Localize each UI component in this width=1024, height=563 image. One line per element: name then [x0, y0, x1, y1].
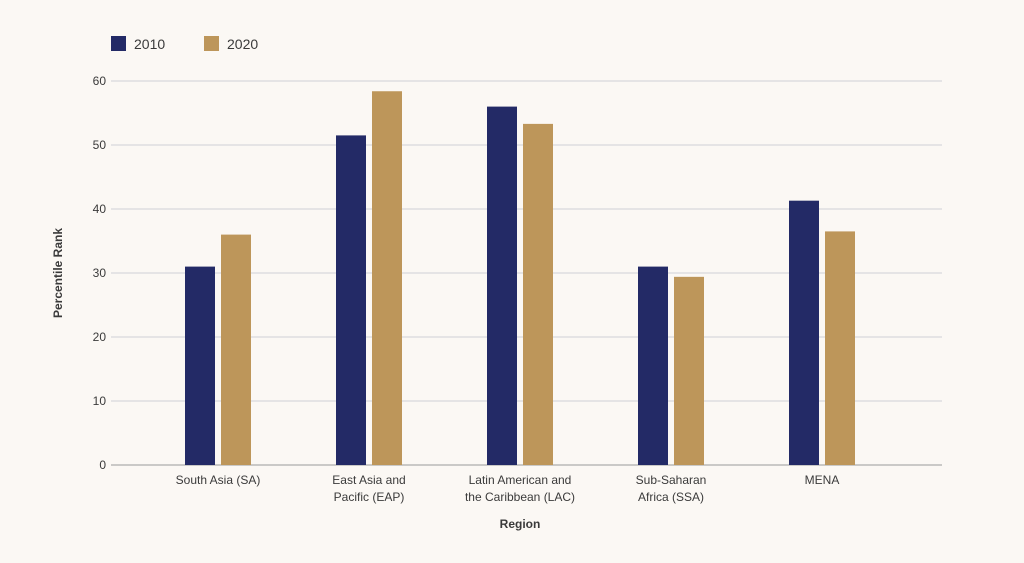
bar-2010-1 [336, 135, 366, 465]
x-tick-label-line: Sub-Saharan [636, 473, 707, 487]
bar-2020-1 [372, 91, 402, 466]
y-axis-label: Percentile Rank [51, 228, 65, 318]
x-tick-label: MENA [805, 473, 840, 487]
legend: 2010 2020 [111, 36, 258, 52]
x-tick-label-line: MENA [805, 473, 840, 487]
y-tick-label: 0 [99, 458, 106, 472]
y-tick-label: 20 [93, 330, 107, 344]
bar-2020-2 [523, 123, 553, 465]
bar-2020-0 [221, 234, 251, 465]
x-tick-label-line: Latin American and [469, 473, 572, 487]
bar-2010-3 [638, 266, 668, 465]
x-tick-label-line: Africa (SSA) [638, 490, 704, 504]
y-tick-label: 10 [93, 394, 107, 408]
x-tick-label: Latin American and the Caribbean (LAC) [465, 473, 575, 504]
x-tick-label-line: Pacific (EAP) [334, 490, 405, 504]
x-axis-ticks: South Asia (SA) East Asia and Pacific (EAP… [176, 473, 840, 504]
x-tick-label: South Asia (SA) [176, 473, 261, 487]
x-tick-label-line: East Asia and [332, 473, 405, 487]
x-tick-label-line: South Asia (SA) [176, 473, 261, 487]
y-axis-ticks: 0 10 20 30 40 50 60 [93, 74, 107, 472]
y-tick-label: 60 [93, 74, 107, 88]
bar-2010-2 [487, 106, 517, 465]
x-tick-label: Sub-Saharan Africa (SSA) [636, 473, 707, 504]
legend-swatch-2020 [204, 36, 219, 51]
y-tick-label: 50 [93, 138, 107, 152]
legend-label: 2010 [134, 36, 165, 52]
y-tick-label: 40 [93, 202, 107, 216]
x-tick-label: East Asia and Pacific (EAP) [332, 473, 405, 504]
x-tick-label-line: the Caribbean (LAC) [465, 490, 575, 504]
bars [185, 91, 855, 466]
x-axis-label: Region [500, 517, 541, 531]
bar-2020-3 [674, 276, 704, 465]
y-tick-label: 30 [93, 266, 107, 280]
bar-2010-0 [185, 266, 215, 465]
legend-swatch-2010 [111, 36, 126, 51]
bar-2010-4 [789, 200, 819, 465]
legend-label: 2020 [227, 36, 258, 52]
bar-2020-4 [825, 231, 855, 465]
